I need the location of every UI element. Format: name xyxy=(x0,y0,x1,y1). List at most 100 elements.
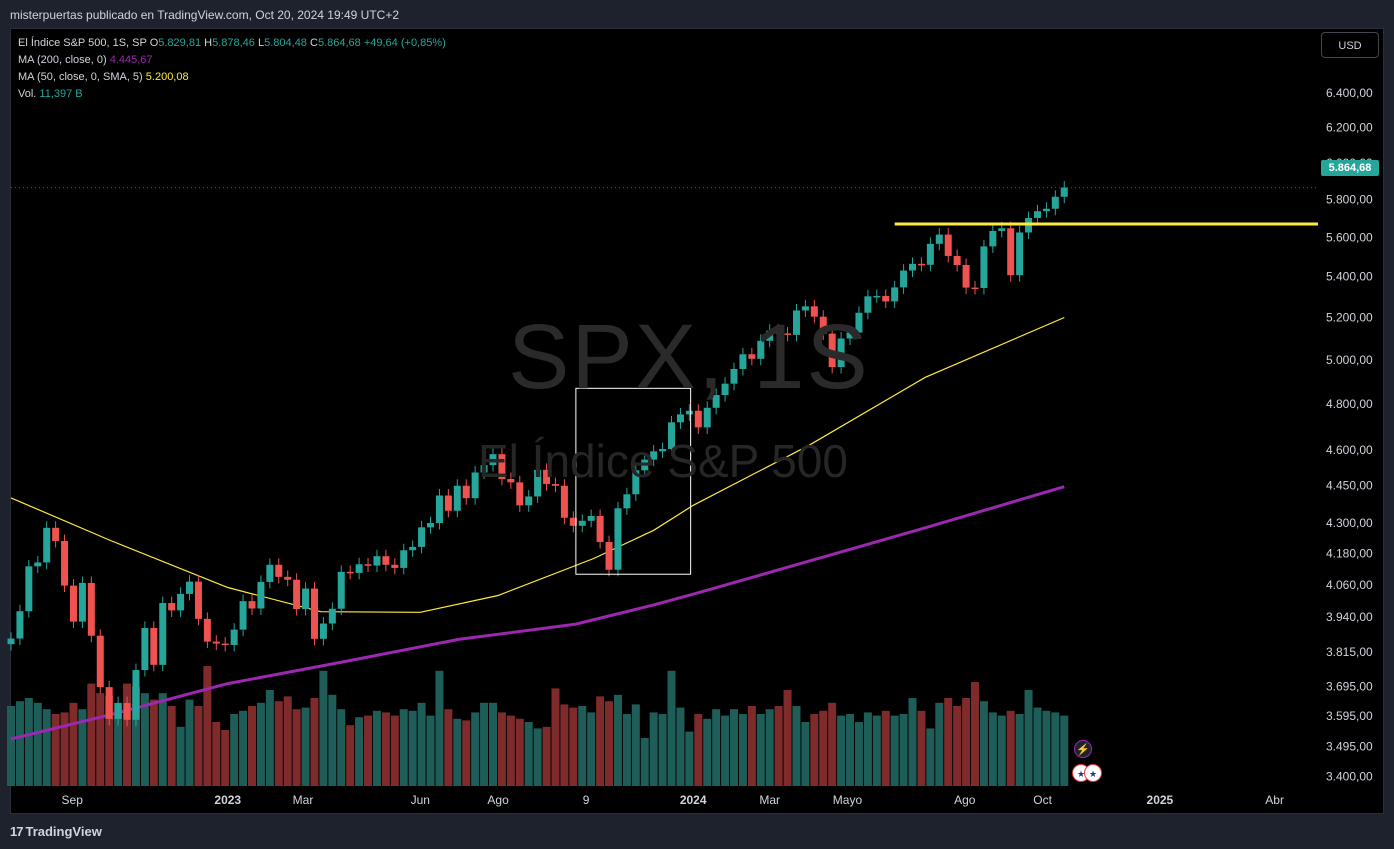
volume-label: Vol. xyxy=(18,88,37,100)
candle-body xyxy=(614,508,622,570)
volume-bar xyxy=(596,696,605,786)
volume-bar xyxy=(497,712,506,786)
volume-bar xyxy=(506,715,515,786)
candle-body xyxy=(43,527,51,563)
volume-bar xyxy=(176,726,185,786)
candle-body xyxy=(203,618,211,642)
volume-bar xyxy=(123,683,132,786)
volume-bar xyxy=(51,714,60,786)
x-tick-label: 2023 xyxy=(214,793,241,807)
candle-body xyxy=(1016,232,1024,276)
change-value: +49,64 (+0,85%) xyxy=(363,37,446,49)
legend-symbol-row[interactable]: El Índice S&P 500, 1S, SP O5.829,81 H5.8… xyxy=(18,35,446,52)
candle-body xyxy=(775,330,783,334)
candle-body xyxy=(801,306,809,311)
us-flag-icon[interactable]: ★ xyxy=(1084,764,1102,782)
candle-body xyxy=(873,295,881,298)
y-tick-label: 4.060,00 xyxy=(1326,578,1373,592)
volume-value: 11,397 B xyxy=(39,88,83,100)
volume-bar xyxy=(292,709,301,786)
candle-body xyxy=(123,703,131,720)
candle-body xyxy=(685,410,693,415)
volume-bar xyxy=(953,706,962,786)
candle-body xyxy=(712,394,720,408)
volume-bar xyxy=(819,710,828,786)
candle-body xyxy=(819,316,827,334)
candle-body xyxy=(944,234,952,256)
y-tick-label: 3.495,00 xyxy=(1326,740,1373,754)
candle-body xyxy=(534,469,542,497)
candle-body xyxy=(319,623,327,639)
lightning-icon[interactable]: ⚡ xyxy=(1074,740,1092,758)
candle-body xyxy=(168,603,176,611)
y-tick-label: 5.800,00 xyxy=(1326,193,1373,207)
volume-bar xyxy=(471,712,480,786)
y-tick-label: 3.815,00 xyxy=(1326,645,1373,659)
candle-body xyxy=(560,485,568,518)
x-tick-label: Ago xyxy=(954,793,976,807)
high-label: H xyxy=(204,37,213,49)
volume-bar xyxy=(837,715,846,786)
volume-bar xyxy=(747,706,756,786)
volume-bar xyxy=(676,707,685,786)
candle-body xyxy=(587,516,595,521)
candle-body xyxy=(676,414,684,423)
volume-bar xyxy=(140,693,149,786)
legend-ma50-row[interactable]: MA (50, close, 0, SMA, 5) 5.200,08 xyxy=(18,69,446,86)
volume-bar xyxy=(42,709,51,786)
candle-body xyxy=(569,517,577,526)
volume-bar xyxy=(863,712,872,786)
volume-bar xyxy=(997,715,1006,786)
volume-bar xyxy=(319,670,328,786)
volume-bar xyxy=(533,728,542,786)
x-tick-label: 2025 xyxy=(1147,793,1174,807)
candle-body xyxy=(177,593,185,611)
volume-bar xyxy=(480,702,489,786)
volume-bar xyxy=(301,707,310,786)
candle-body xyxy=(935,234,943,244)
volume-bar xyxy=(622,714,631,786)
y-tick-label: 4.450,00 xyxy=(1326,479,1373,493)
volume-bar xyxy=(453,718,462,786)
legend-volume-row[interactable]: Vol. 11,397 B xyxy=(18,86,446,103)
candle-body xyxy=(1033,211,1041,218)
candle-body xyxy=(1042,208,1050,212)
candle-body xyxy=(150,627,158,665)
volume-bar xyxy=(283,696,292,786)
volume-bar xyxy=(114,702,123,786)
volume-bar xyxy=(640,738,649,786)
volume-bar xyxy=(605,701,614,786)
ma200-value: 4.445,67 xyxy=(109,54,153,66)
candle-body xyxy=(453,485,461,511)
volume-bar xyxy=(631,704,640,786)
candle-body xyxy=(1007,228,1015,276)
candle-body xyxy=(266,564,274,582)
volume-bar xyxy=(426,715,435,786)
volume-bar xyxy=(274,701,283,786)
last-price-badge: 5.864,68 xyxy=(1321,160,1379,176)
candle-body xyxy=(551,484,559,486)
footer: 17 TradingView xyxy=(0,814,1394,849)
legend-ma200-row[interactable]: MA (200, close, 0) 4.445,67 xyxy=(18,52,446,69)
volume-bar xyxy=(444,709,453,786)
volume-bar xyxy=(542,726,551,786)
tradingview-logo[interactable]: 17 TradingView xyxy=(10,824,102,839)
volume-bar xyxy=(1024,690,1033,786)
candle-body xyxy=(846,332,854,339)
ma50-value: 5.200,08 xyxy=(145,71,189,83)
candle-body xyxy=(61,541,69,586)
y-tick-label: 6.200,00 xyxy=(1326,121,1373,135)
y-tick-label: 6.400,00 xyxy=(1326,86,1373,100)
candle-body xyxy=(953,255,961,266)
volume-bar xyxy=(185,699,194,786)
currency-button[interactable]: USD xyxy=(1321,32,1379,58)
candle-body xyxy=(971,287,979,290)
volume-bar xyxy=(703,718,712,786)
candle-body xyxy=(444,495,452,511)
candle-body xyxy=(507,478,515,483)
volume-bar xyxy=(158,693,167,786)
candle-body xyxy=(34,562,42,567)
volume-bar xyxy=(846,714,855,786)
volume-bar xyxy=(7,706,15,786)
